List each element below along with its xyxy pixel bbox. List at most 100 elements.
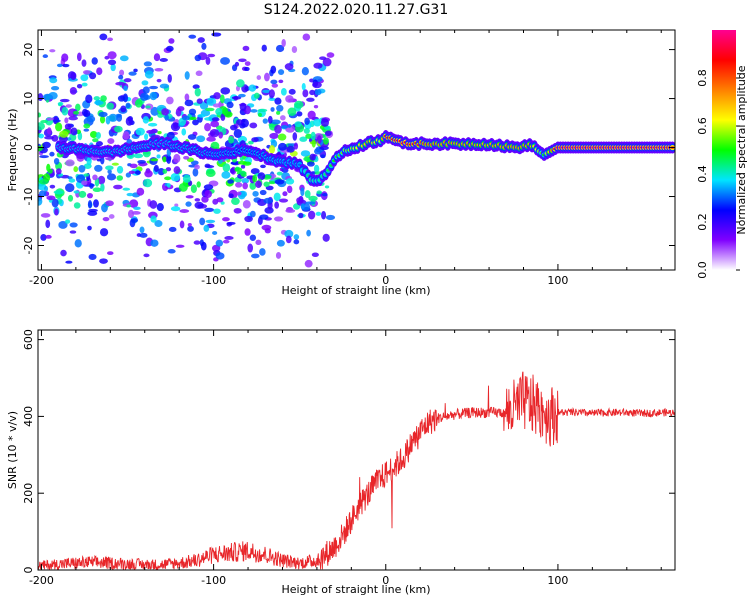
spectrogram-noise-blob bbox=[122, 131, 130, 140]
spectrogram-noise-blob bbox=[304, 259, 313, 268]
spectrogram-noise-blob bbox=[249, 122, 258, 129]
spectrogram-noise-blob bbox=[294, 100, 304, 109]
spectrogram-noise-blob bbox=[264, 228, 271, 234]
spectrogram-noise-blob bbox=[268, 144, 276, 154]
spectrogram-noise-blob bbox=[108, 113, 118, 122]
spectrogram-noise-blob bbox=[244, 66, 250, 72]
spectrogram-noise-blob bbox=[199, 217, 206, 226]
spectrogram-noise-blob bbox=[116, 175, 124, 181]
spectrogram-noise-blob bbox=[168, 38, 175, 44]
spectrogram-noise-blob bbox=[320, 118, 329, 127]
spectrogram-noise-blob bbox=[234, 167, 243, 172]
spectrogram-noise-blob bbox=[110, 63, 116, 72]
spectrogram-noise-blob bbox=[133, 153, 144, 159]
spectrogram-noise-blob bbox=[278, 79, 284, 84]
spectrogram-noise-blob bbox=[275, 44, 285, 53]
colorbar-tick-label: 0.2 bbox=[696, 213, 709, 231]
spectrogram-noise-blob bbox=[100, 183, 105, 192]
snr-x-axis-label: Height of straight line (km) bbox=[281, 583, 430, 596]
spectrogram-noise-blob bbox=[268, 181, 276, 185]
spectrogram-noise-blob bbox=[205, 56, 211, 65]
spectrogram-noise-blob bbox=[282, 191, 288, 197]
spectrogram-noise-blob bbox=[150, 239, 159, 247]
spectrogram-noise-blob bbox=[153, 164, 159, 173]
spectrogram-noise-blob bbox=[65, 219, 71, 224]
spectrogram-noise-blob bbox=[278, 198, 289, 203]
spectrogram-noise-blob bbox=[126, 192, 134, 197]
spectrogram-noise-blob bbox=[238, 93, 246, 98]
spectrogram-noise-blob bbox=[99, 115, 106, 124]
spectrogram-noise-blob bbox=[179, 209, 190, 213]
spectrogram-noise-blob bbox=[222, 163, 231, 173]
spectrogram-noise-blob bbox=[94, 164, 103, 172]
spectrogram-noise-blob bbox=[96, 67, 103, 76]
spectrogram-noise-blob bbox=[234, 61, 240, 67]
spectrogram-noise-blob bbox=[166, 155, 172, 164]
spectrogram-noise-blob bbox=[85, 94, 93, 104]
spectrogram-noise-blob bbox=[204, 207, 215, 212]
spectrogram-noise-blob bbox=[286, 185, 293, 194]
spectrogram-noise-blob bbox=[249, 234, 257, 241]
spectrogram-noise-blob bbox=[293, 142, 299, 150]
spectrogram-noise-blob bbox=[135, 127, 145, 136]
spectrogram-noise-blob bbox=[148, 122, 158, 127]
spectrogram-noise-blob bbox=[144, 170, 153, 178]
spectrogram-noise-blob bbox=[196, 98, 203, 104]
spectrogram-noise-blob bbox=[195, 70, 203, 77]
spectrogram-noise-blob bbox=[116, 165, 124, 174]
spectrogram-noise-blob bbox=[51, 134, 59, 142]
spectrogram-noise-blob bbox=[323, 137, 329, 145]
spectrogram-noise-blob bbox=[197, 114, 206, 118]
spectrogram-noise-blob bbox=[200, 241, 207, 251]
spectrogram-noise-blob bbox=[115, 81, 126, 86]
spectrogram-noise-blob bbox=[40, 213, 51, 218]
spectrogram-noise-blob bbox=[93, 96, 101, 101]
spectrogram-noise-blob bbox=[144, 133, 149, 141]
spectrogram-noise-blob bbox=[97, 175, 106, 185]
spectrogram-noise-blob bbox=[271, 83, 279, 88]
spectrogram-noise-blob bbox=[93, 199, 99, 208]
spectrogram-noise-blob bbox=[100, 95, 107, 102]
spectrogram-noise-blob bbox=[92, 138, 99, 143]
spectrogram-noise-blob bbox=[213, 92, 221, 100]
x-tick-label: 0 bbox=[382, 274, 389, 287]
spectrogram-noise-blob bbox=[274, 201, 280, 209]
x-tick-label: -100 bbox=[201, 274, 226, 287]
spectrogram-noise-blob bbox=[248, 140, 254, 145]
spectrogram-x-axis-label: Height of straight line (km) bbox=[281, 284, 430, 297]
y-tick-label: 400 bbox=[22, 406, 35, 427]
spectrogram-noise-blob bbox=[61, 106, 69, 116]
spectrogram-noise-blob bbox=[66, 137, 72, 141]
spectrogram-noise-blob bbox=[127, 209, 135, 219]
spectrogram-noise-blob bbox=[251, 137, 259, 143]
spectrogram-noise-blob bbox=[300, 150, 311, 157]
spectrogram-noise-blob bbox=[162, 156, 167, 163]
spectrogram-noise-blob bbox=[184, 71, 190, 80]
spectrogram-noise-blob bbox=[53, 119, 61, 123]
spectrogram-noise-blob bbox=[69, 230, 77, 234]
spectrogram-noise-blob bbox=[309, 153, 316, 161]
spectrogram-noise-blob bbox=[146, 129, 156, 134]
spectrogram-noise-blob bbox=[86, 192, 93, 199]
spectrogram-noise-blob bbox=[87, 210, 98, 216]
spectrogram-noise-blob bbox=[220, 201, 225, 205]
spectrogram-noise-blob bbox=[304, 117, 310, 125]
colorbar-tick-label: 0.4 bbox=[696, 165, 709, 183]
spectrogram-noise-blob bbox=[59, 98, 70, 103]
spectrogram-noise-blob bbox=[42, 141, 51, 149]
spectrogram-noise-blob bbox=[284, 63, 294, 71]
spectrogram-noise-blob bbox=[230, 124, 238, 131]
spectrogram-noise-blob bbox=[263, 197, 274, 204]
spectrogram-noise-blob bbox=[324, 185, 330, 189]
spectrogram-noise-blob bbox=[303, 128, 310, 134]
spectrogram-noise-blob bbox=[86, 115, 96, 123]
spectrogram-noise-blob bbox=[57, 101, 64, 106]
spectrogram-noise-blob bbox=[281, 125, 289, 129]
spectrogram-noise-blob bbox=[324, 130, 332, 137]
spectrogram-noise-blob bbox=[215, 252, 225, 260]
spectrogram-noise-blob bbox=[270, 79, 278, 85]
spectrogram-noise-blob bbox=[193, 240, 201, 245]
spectrogram-noise-blob bbox=[60, 249, 67, 257]
spectrogram-noise-blob bbox=[167, 249, 176, 254]
spectrogram-noise-blob bbox=[39, 179, 49, 185]
